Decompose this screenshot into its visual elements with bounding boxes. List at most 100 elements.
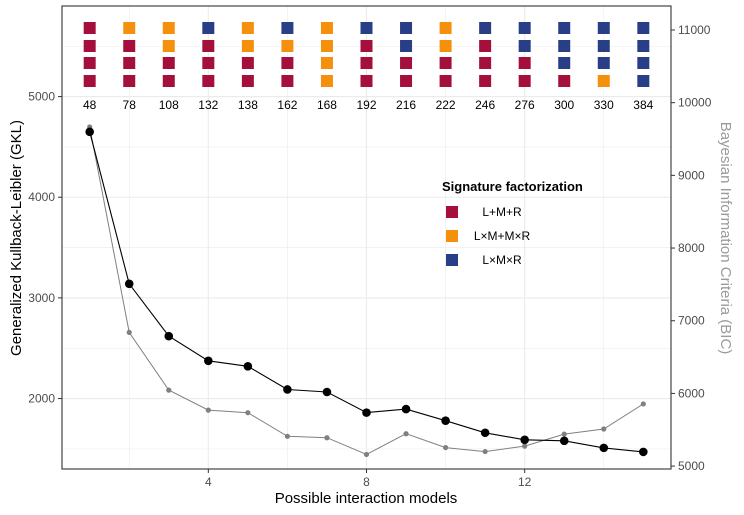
signature-square <box>400 40 413 52</box>
x-tick-label: 12 <box>518 475 532 489</box>
signature-square <box>360 22 373 34</box>
series-layer <box>85 124 648 458</box>
signature-square <box>320 22 333 34</box>
gkl-point <box>480 428 490 438</box>
plot-panel-border <box>61 5 672 470</box>
signature-square <box>400 57 413 69</box>
bic-point <box>324 435 330 441</box>
bic-point <box>561 431 567 437</box>
signature-square <box>83 57 96 69</box>
signature-square <box>518 57 531 69</box>
gkl-point <box>520 435 529 445</box>
signature-square <box>479 40 492 52</box>
model-count-label: 108 <box>159 98 179 112</box>
model-count-label: 192 <box>356 98 376 112</box>
y-tick-label-right: 6000 <box>678 386 705 400</box>
bic-point <box>166 387 172 393</box>
gkl-point <box>243 362 253 371</box>
signature-square <box>439 75 452 87</box>
model-count-label: 48 <box>83 98 97 112</box>
y-tick-label-right: 8000 <box>678 241 705 255</box>
legend-title: Signature factorization <box>442 179 583 194</box>
y-tick-label-right: 5000 <box>678 459 705 473</box>
bic-point <box>442 444 449 451</box>
gkl-point <box>441 416 450 425</box>
y-axis-title-left: Generalized Kullback-Leibler (GKL) <box>8 120 25 356</box>
gkl-point <box>283 385 292 394</box>
model-count-label: 78 <box>123 98 137 112</box>
signature-square <box>558 40 571 52</box>
signature-square <box>123 22 136 34</box>
signature-square <box>162 40 175 52</box>
signature-square <box>83 22 96 34</box>
signature-square <box>83 75 96 87</box>
signature-square <box>518 22 531 34</box>
model-count-label: 132 <box>198 98 218 112</box>
signature-square <box>637 22 650 34</box>
signature-square <box>320 75 333 87</box>
gkl-point <box>322 387 332 397</box>
signature-square <box>123 75 136 87</box>
signature-square <box>241 75 254 87</box>
model-count-label: 216 <box>396 98 416 112</box>
signature-grid: 48 78 108 132 138 162 168 192 216 222 246 276 300 330… <box>83 22 654 112</box>
signature-square <box>202 75 215 87</box>
signature-square <box>83 40 96 52</box>
bic-point <box>482 448 488 455</box>
signature-square <box>518 75 531 87</box>
signature-square <box>558 57 571 69</box>
signature-square <box>360 57 373 69</box>
gkl-point <box>401 404 411 414</box>
signature-square <box>360 75 373 87</box>
signature-square <box>400 22 413 34</box>
signature-square <box>558 75 571 87</box>
x-axis-title: Possible interaction models <box>275 490 458 507</box>
gkl-point <box>164 331 174 341</box>
y-tick-label-left: 4000 <box>28 190 55 204</box>
signature-square <box>162 22 175 34</box>
gkl-point <box>362 408 371 417</box>
model-count-label: 330 <box>594 98 614 112</box>
signature-square <box>439 22 452 34</box>
signature-square <box>202 57 215 69</box>
model-count-label: 162 <box>277 98 297 112</box>
x-tick-label: 8 <box>363 475 370 489</box>
legend-label: L×M×R <box>482 253 522 267</box>
signature-square <box>241 40 254 52</box>
bic-point <box>601 426 607 432</box>
y-tick-label-right: 10000 <box>678 96 712 110</box>
signature-square <box>360 40 373 52</box>
y-tick-label-right: 7000 <box>678 314 705 328</box>
signature-square <box>202 22 215 34</box>
signature-square <box>479 75 492 87</box>
signature-square <box>597 22 610 34</box>
bic-point <box>245 410 251 416</box>
y-tick-label-right: 9000 <box>678 168 705 182</box>
gkl-point <box>559 436 569 446</box>
signature-square <box>439 40 452 52</box>
signature-square <box>241 22 254 34</box>
axes: 4 8 12200030004000500050006000700080009000… <box>28 23 711 489</box>
bic-point <box>403 431 409 437</box>
signature-square <box>597 40 610 52</box>
gkl-point <box>639 447 648 457</box>
signature-square <box>281 75 294 87</box>
signature-square <box>123 57 136 69</box>
signature-square <box>123 40 136 52</box>
signature-square <box>597 75 610 87</box>
signature-square <box>479 57 492 69</box>
bic-point <box>126 329 132 335</box>
signature-square <box>162 75 175 87</box>
signature-square <box>320 40 333 52</box>
legend-key <box>446 254 458 266</box>
gkl-point <box>599 443 609 453</box>
bic-point <box>522 443 528 449</box>
bic-point <box>640 401 646 407</box>
gkl-point <box>124 279 134 289</box>
signature-square <box>281 57 294 69</box>
model-count-label: 168 <box>317 98 337 112</box>
legend-label: L×M+M×R <box>474 229 531 243</box>
signature-square <box>558 22 571 34</box>
bic-point <box>363 451 370 458</box>
signature-square <box>518 40 531 52</box>
